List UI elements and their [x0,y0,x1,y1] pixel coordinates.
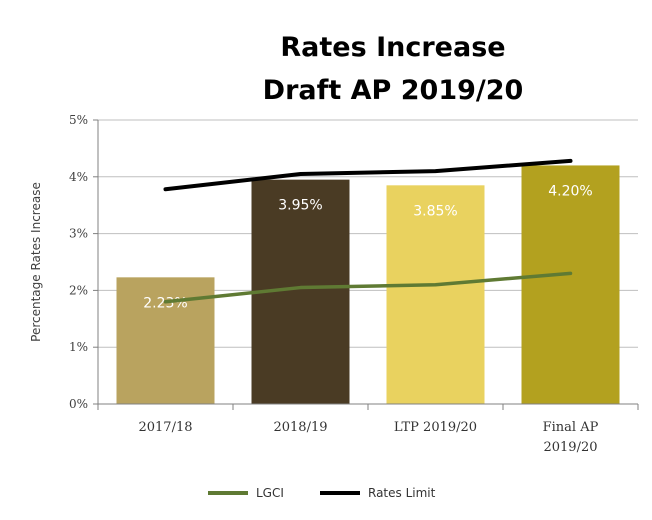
x-tick-label: 2017/18 [138,420,192,435]
series-line-lgci [163,271,573,304]
bar [386,185,485,404]
bar [521,165,620,404]
title-line-1: Rates Increase [280,32,505,63]
y-tick-label: 2% [69,283,88,297]
legend-label-rates-limit: Rates Limit [368,486,436,500]
axes: 0% 1% 2% 3% 4% 5% 2017/18 2018/19 LTP 2019/20 Fin… [69,113,639,455]
legend: LGCI Rates Limit [208,486,436,500]
data-label: 3.95% [278,198,322,214]
x-tick-label: 2018/19 [273,420,327,435]
y-axis-label: Percentage Rates Increase [29,182,43,342]
y-tick-label: 0% [69,397,88,411]
data-label: 4.20% [548,183,592,199]
y-tick-label: 1% [69,340,88,354]
title-line-2: Draft AP 2019/20 [263,75,524,106]
series-lines [163,158,573,304]
x-tick-label: Final AP 2019/20 [543,420,599,455]
chart-title: Rates Increase Draft AP 2019/20 [263,32,524,106]
legend-label-lgci: LGCI [256,486,284,500]
data-label: 3.85% [413,203,457,219]
series-line-rates-limit [163,158,573,192]
y-tick-label: 5% [69,113,88,127]
y-tick-label: 4% [69,170,88,184]
y-tick-label: 3% [69,227,88,241]
x-tick-label: LTP 2019/20 [394,420,477,435]
